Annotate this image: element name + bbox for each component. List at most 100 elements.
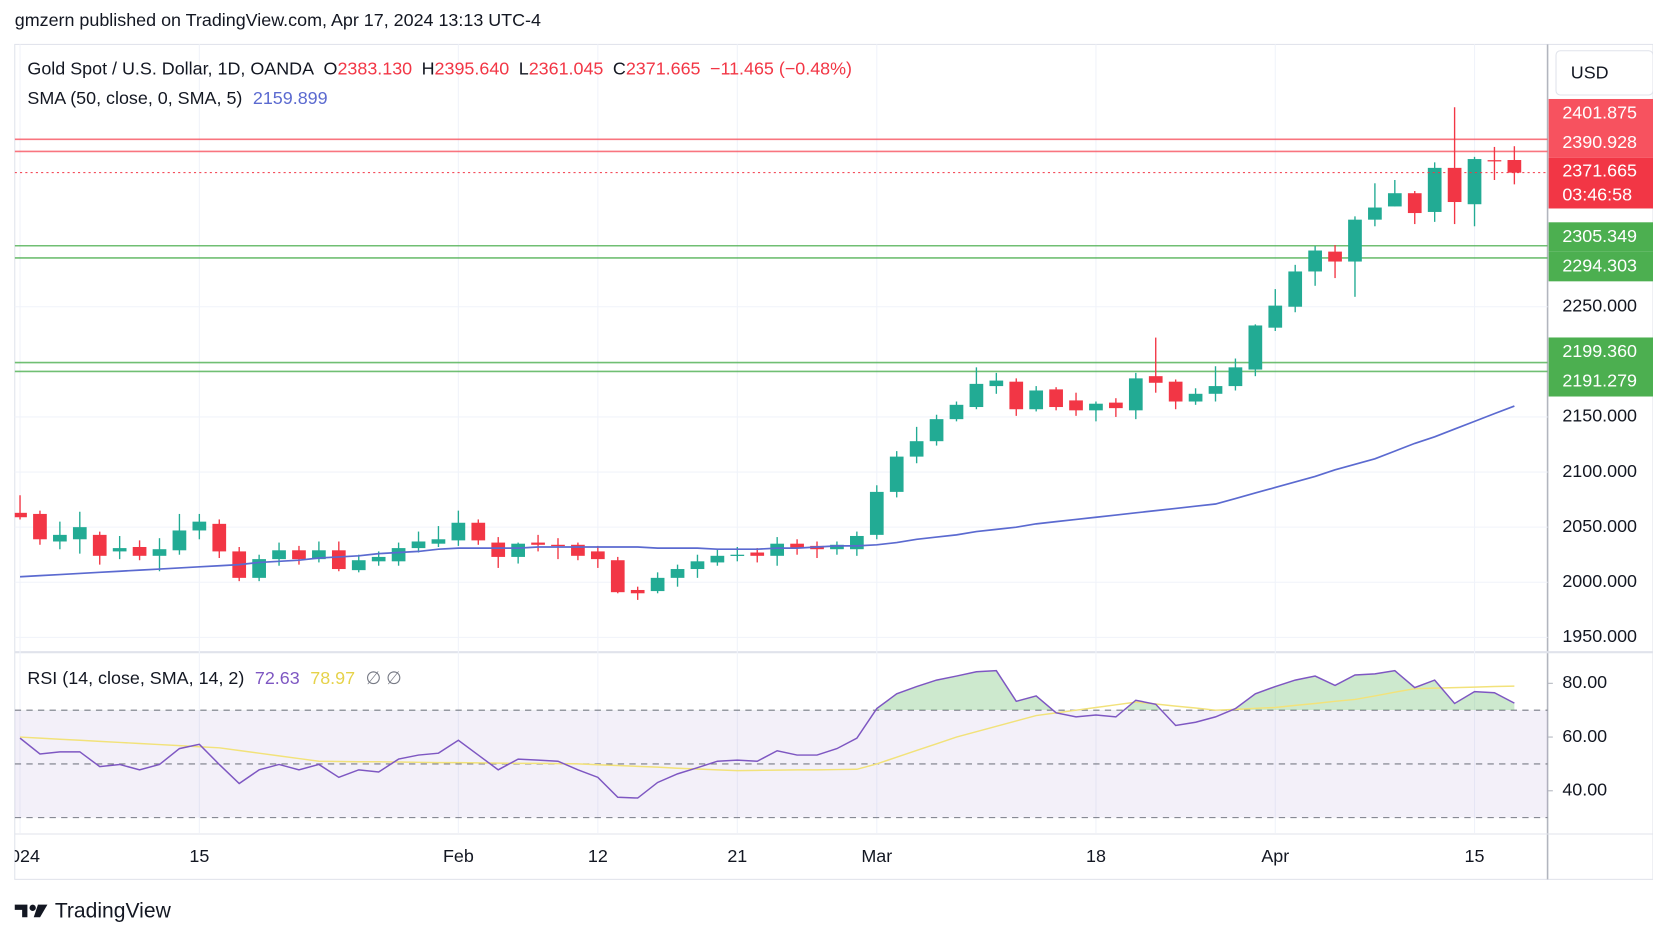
candle-body: [331, 550, 346, 570]
candle-body: [351, 560, 366, 571]
logo-part: [14, 904, 28, 918]
candle-body: [710, 555, 725, 563]
candle-body: [1148, 376, 1163, 383]
candle-body: [1387, 193, 1402, 207]
rsi-tick-label: 80.00: [1562, 672, 1607, 692]
candle-body: [252, 559, 266, 578]
grid: [14, 44, 1548, 833]
legend-sma: SMA (50, close, 0, SMA, 5) 2159.899: [27, 88, 327, 108]
candle-body: [92, 534, 107, 556]
candle-body: [1188, 393, 1203, 402]
price-pane: [14, 107, 1548, 600]
candle-body: [312, 550, 326, 560]
candle-body: [272, 550, 286, 560]
candle-body: [1447, 167, 1462, 203]
candle-body: [14, 512, 27, 518]
level-label: 2305.349: [1562, 226, 1637, 246]
candle-body: [1049, 389, 1063, 408]
candle-body: [1268, 305, 1283, 328]
ohlc-value: 2361.045: [529, 58, 604, 78]
ohlc-value: 2371.665: [626, 58, 701, 78]
rsi-sma-value: 78.97: [310, 668, 355, 688]
candle-body: [212, 523, 227, 552]
time-axis: 2024 15 Feb 12 21 Mar 18 Apr 15: [0, 846, 1485, 866]
ohlc-value: 2395.640: [435, 58, 510, 78]
candle-body: [192, 521, 207, 531]
x-tick-label: Apr: [1261, 846, 1289, 866]
candle-body: [790, 543, 804, 549]
candle-body: [969, 383, 984, 408]
sma-name: SMA (50, close, 0, SMA, 5): [27, 88, 242, 108]
candle-body: [531, 542, 545, 545]
candle-body: [53, 534, 67, 542]
level-tag: [1548, 98, 1653, 129]
candle-body: [1368, 207, 1382, 220]
candle-body: [411, 541, 426, 549]
candle-body: [1348, 219, 1362, 262]
candle-body: [830, 544, 844, 550]
candle-body: [33, 513, 47, 540]
candle-body: [650, 577, 665, 592]
x-tick-label: 2024: [0, 846, 40, 866]
candle-body: [471, 522, 486, 541]
candle-body: [690, 561, 705, 570]
price-axis: 1950.000 2000.000 2050.000 2100.000 2150.000…: [1547, 98, 1653, 800]
level-tag: [1548, 366, 1653, 397]
ohlc-key: C: [613, 58, 626, 78]
candle-body: [491, 542, 506, 557]
brand-logo: [14, 904, 48, 918]
candle-body: [1029, 390, 1044, 410]
candle-body: [750, 552, 765, 556]
candle-body: [1248, 325, 1263, 370]
ohlc-key: H: [422, 58, 435, 78]
candle-body: [132, 546, 147, 556]
rsi-extra: ∅ ∅: [366, 668, 402, 688]
ohlc-key: L: [519, 58, 529, 78]
rsi-pane: [14, 669, 1548, 819]
candle-body: [850, 535, 864, 550]
level-tag: [1548, 251, 1653, 282]
candle-body: [989, 380, 1004, 387]
candle-body: [670, 569, 685, 578]
y-tick-label: 2050.000: [1562, 516, 1637, 536]
currency-box[interactable]: [1555, 50, 1653, 96]
rsi-name: RSI (14, close, SMA, 14, 2): [27, 668, 244, 688]
candle-body: [152, 549, 167, 556]
ohlc-key: O: [324, 58, 338, 78]
logo-part: [33, 904, 48, 918]
level-tag: [1548, 337, 1653, 367]
candle-body: [1009, 381, 1024, 410]
last-price-tag: [1548, 157, 1653, 209]
candle-body: [1168, 381, 1183, 402]
candle-body: [1089, 403, 1103, 411]
candle-body: [1467, 159, 1482, 205]
candle-body: [1328, 251, 1342, 262]
last-price-label: 2371.665: [1562, 160, 1637, 180]
candle-body: [1228, 367, 1243, 387]
candle-body: [1427, 167, 1442, 212]
legend-rsi: RSI (14, close, SMA, 14, 2) 72.63 78.97 ∅ ∅: [27, 668, 401, 688]
level-tag: [1548, 222, 1653, 252]
x-tick-label: 15: [1465, 846, 1485, 866]
candle-body: [1069, 400, 1083, 411]
y-tick-label: 2250.000: [1562, 295, 1637, 315]
y-tick-label: 2100.000: [1562, 461, 1637, 481]
candle-body: [292, 550, 306, 560]
candle-body: [371, 556, 386, 562]
candle-body: [511, 543, 525, 557]
sma-line: [19, 405, 1515, 578]
candle-body: [172, 530, 187, 551]
logo-part: [29, 904, 36, 911]
candle-body: [72, 527, 87, 540]
currency: USD: [1571, 63, 1609, 83]
candle-body: [1308, 250, 1322, 272]
candle-body: [1128, 378, 1143, 411]
candle-body: [1208, 386, 1223, 394]
candle-body: [571, 544, 585, 556]
change: −11.465 (−0.48%): [710, 58, 852, 78]
y-tick-label: 2150.000: [1562, 406, 1637, 426]
candle-body: [630, 589, 645, 594]
